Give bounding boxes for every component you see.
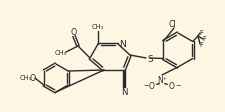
Text: N⁺: N⁺: [156, 75, 166, 84]
Text: F: F: [198, 42, 202, 48]
Text: F: F: [198, 30, 202, 36]
Text: F: F: [201, 36, 205, 42]
Text: O: O: [168, 82, 174, 90]
Text: −: −: [174, 83, 180, 89]
Text: O: O: [30, 73, 36, 83]
Text: N: N: [120, 87, 127, 97]
Text: O: O: [148, 82, 154, 90]
Text: O: O: [71, 28, 77, 37]
Text: CH₃: CH₃: [91, 24, 104, 30]
Text: Cl: Cl: [167, 19, 175, 28]
Text: −: −: [143, 83, 148, 89]
Text: CH₃: CH₃: [55, 50, 67, 56]
Text: CH₃: CH₃: [20, 75, 32, 81]
Text: N: N: [119, 40, 126, 48]
Text: S: S: [147, 55, 152, 64]
